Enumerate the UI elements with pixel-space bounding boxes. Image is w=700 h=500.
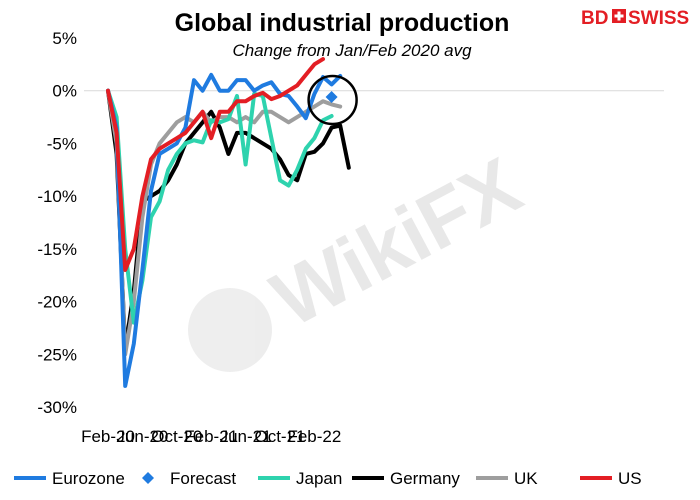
legend-label-eurozone: Eurozone <box>52 469 125 488</box>
series-line-eurozone <box>106 72 343 388</box>
x-tick-label: Jun-21 <box>220 427 272 446</box>
watermark-logo-icon <box>188 288 272 372</box>
x-tick-label: Oct-21 <box>254 427 305 446</box>
chart-title: Global industrial production <box>175 9 510 37</box>
series-line-germany <box>106 88 351 352</box>
x-tick-label: Oct-20 <box>151 427 202 446</box>
x-axis-tick-labels: Feb-20Jun-20Oct-20Feb-21Jun-21Oct-21Feb-… <box>81 427 341 446</box>
y-tick-label: -30% <box>37 398 77 417</box>
x-tick-label: Feb-20 <box>81 427 135 446</box>
series-lines <box>106 57 351 388</box>
y-tick-label: 0% <box>52 82 77 101</box>
y-tick-label: -25% <box>37 345 77 364</box>
legend-label-us: US <box>618 469 642 488</box>
series-line-us <box>106 57 325 272</box>
legend-label-germany: Germany <box>390 469 460 488</box>
x-tick-label: Feb-21 <box>184 427 238 446</box>
y-tick-label: -10% <box>37 187 77 206</box>
y-axis-tick-labels: 5% 0% -5% -10% -15% -20% -25% -30% <box>37 29 77 417</box>
x-tick-label: Feb-22 <box>287 427 341 446</box>
legend-label-japan: Japan <box>296 469 342 488</box>
y-tick-label: -15% <box>37 240 77 259</box>
legend: Eurozone Forecast Japan Germany UK US <box>14 469 642 488</box>
legend-label-uk: UK <box>514 469 538 488</box>
bdswiss-logo: BD SWISS <box>581 8 689 29</box>
chart-subtitle: Change from Jan/Feb 2020 avg <box>232 41 472 60</box>
y-tick-label: 5% <box>52 29 77 48</box>
legend-swatch-forecast <box>142 472 154 484</box>
y-tick-label: -5% <box>47 134 77 153</box>
forecast-highlight-circle <box>307 74 358 126</box>
forecast-marker <box>325 91 338 104</box>
legend-label-forecast: Forecast <box>170 469 236 488</box>
y-tick-label: -20% <box>37 293 77 312</box>
logo-swiss-text: SWISS <box>628 8 689 29</box>
wikifx-watermark: WikiFX <box>188 140 535 372</box>
x-tick-label: Jun-20 <box>116 427 168 446</box>
annotations <box>307 74 358 126</box>
swiss-cross-icon <box>612 9 626 23</box>
logo-bd-text: BD <box>581 8 608 29</box>
